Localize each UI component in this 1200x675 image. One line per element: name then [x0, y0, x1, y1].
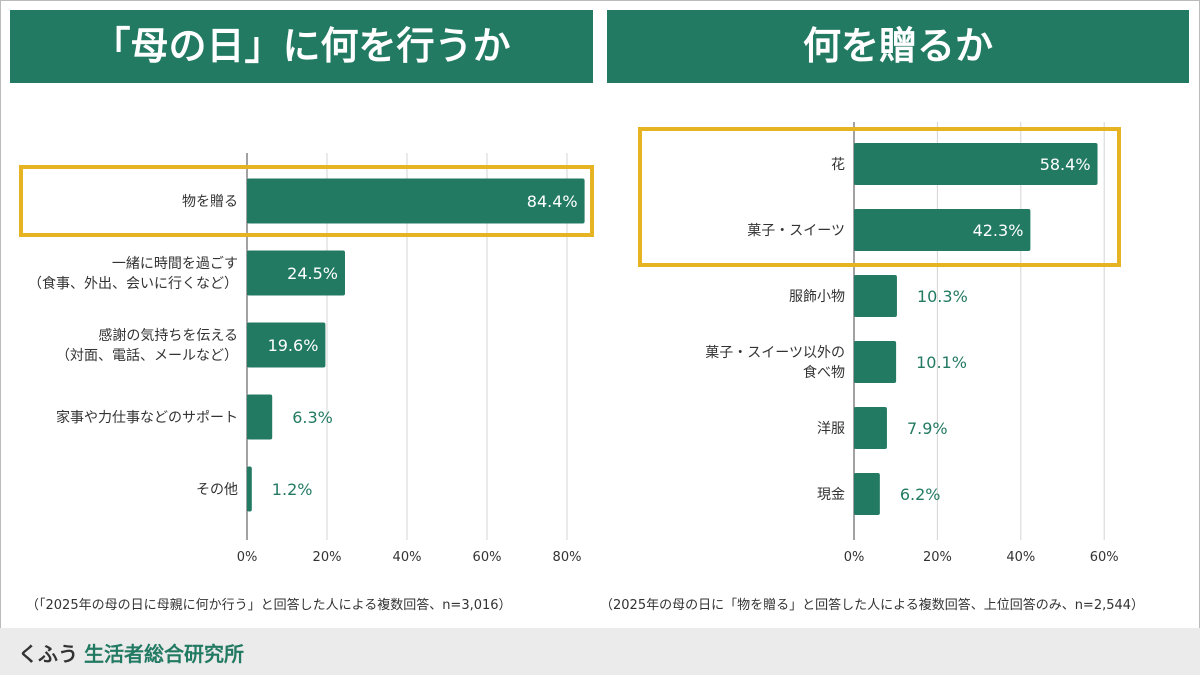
bar	[247, 250, 345, 296]
bar-value-label: 19.6%	[268, 336, 319, 355]
category-label: 物を贈る	[182, 194, 238, 210]
bar	[854, 143, 1098, 185]
bar-value-label: 10.3%	[917, 287, 968, 306]
category-label: （対面、電話、メールなど）	[56, 347, 238, 364]
x-tick-label: 40%	[393, 550, 422, 565]
bar-value-label: 6.3%	[292, 408, 333, 427]
highlight-box	[19, 165, 594, 237]
category-label: 家事や力仕事などのサポート	[56, 409, 238, 426]
bar-value-label: 10.1%	[916, 353, 967, 372]
category-label: （食事、外出、会いに行くなど）	[28, 275, 238, 292]
bar	[247, 178, 585, 224]
category-label: 洋服	[817, 421, 845, 437]
bar	[247, 394, 273, 440]
x-tick-label: 20%	[923, 550, 952, 565]
highlight-box	[638, 127, 1121, 267]
left-panel-title: 「母の日」に何を行うか	[10, 10, 593, 83]
brand-name-suffix: 生活者総合研究所	[84, 642, 244, 666]
x-tick-label: 60%	[1090, 550, 1119, 565]
category-label: 食べ物	[803, 364, 845, 381]
category-label: 菓子・スイーツ	[747, 223, 845, 239]
x-tick-label: 20%	[313, 550, 342, 565]
bar	[854, 209, 1031, 251]
bar-value-label: 24.5%	[287, 264, 338, 283]
bar	[247, 466, 252, 512]
bar-value-label: 6.2%	[900, 485, 941, 504]
category-label: 花	[831, 157, 845, 173]
x-tick-label: 40%	[1006, 550, 1035, 565]
x-tick-label: 60%	[473, 550, 502, 565]
bar-value-label: 84.4%	[527, 192, 578, 211]
x-tick-label: 0%	[844, 550, 865, 565]
bar	[854, 473, 880, 515]
bar	[247, 322, 326, 368]
left-chart-note: （「2025年の母の日に母親に何か行う」と回答した人による複数回答、n=3,01…	[26, 598, 512, 613]
category-label: 現金	[817, 487, 845, 503]
right-panel-title: 何を贈るか	[607, 10, 1189, 83]
category-label: 菓子・スイーツ以外の	[705, 345, 845, 361]
category-label: 服飾小物	[789, 289, 845, 305]
bar-value-label: 1.2%	[272, 480, 313, 499]
bar-value-label: 7.9%	[907, 419, 948, 438]
bar	[854, 407, 887, 449]
category-label: その他	[196, 482, 238, 498]
bar-value-label: 58.4%	[1040, 155, 1091, 174]
brand-logo: くふう 生活者総合研究所	[18, 638, 244, 667]
bar	[854, 341, 897, 383]
brand-name-prefix: くふう	[18, 642, 78, 666]
bar	[854, 275, 897, 317]
category-label: 感謝の気持ちを伝える	[98, 327, 238, 344]
footer-bar: くふう 生活者総合研究所	[0, 628, 1200, 675]
x-tick-label: 80%	[553, 550, 582, 565]
bar-value-label: 42.3%	[973, 221, 1024, 240]
x-tick-label: 0%	[237, 550, 258, 565]
right-chart-note: （2025年の母の日に「物を贈る」と回答した人による複数回答、上位回答のみ、n=…	[600, 598, 1145, 613]
category-label: 一緒に時間を過ごす	[112, 256, 238, 272]
